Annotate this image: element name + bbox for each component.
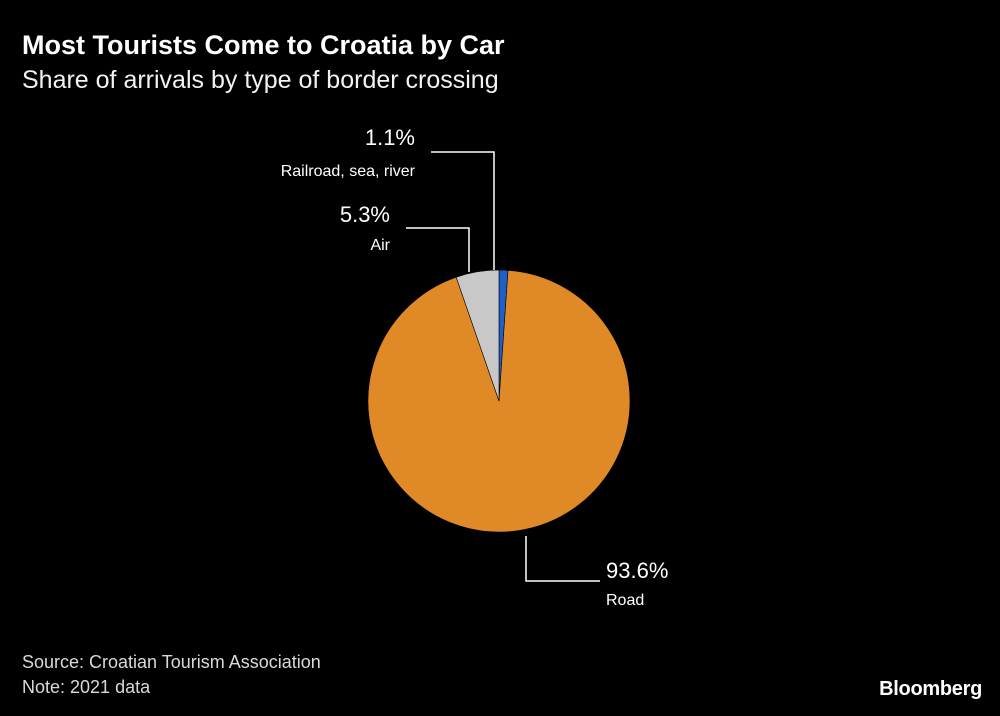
chart-subtitle: Share of arrivals by type of border cros… [22,66,499,94]
pie-slice-road [367,269,631,533]
leader-line-railroad-sea-river [431,151,495,270]
category-label-railroad-sea-river: Railroad, sea, river [281,163,416,180]
data-label-railroad-sea-river: 1.1% [365,125,415,150]
category-label-road: Road [606,592,644,609]
data-label-road: 93.6% [606,558,668,583]
leader-line-air [406,227,470,272]
category-label-air: Air [370,237,390,254]
data-label-air: 5.3% [340,202,390,227]
leader-line-road [525,536,600,582]
data-note: Note: 2021 data [22,677,151,697]
chart-title: Most Tourists Come to Croatia by Car [22,30,505,60]
pie-slice-air [455,269,500,402]
bloomberg-logo: Bloomberg [879,678,982,700]
source-note: Source: Croatian Tourism Association [22,652,321,672]
